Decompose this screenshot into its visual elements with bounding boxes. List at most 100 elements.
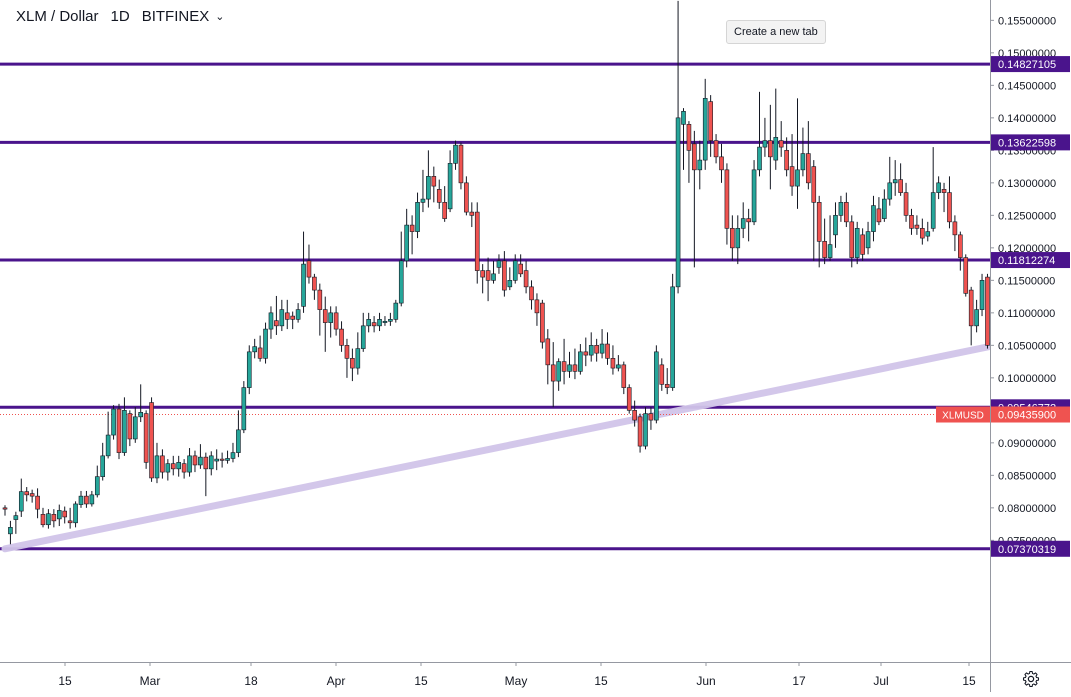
candle-body [360,325,366,349]
candle [295,303,301,323]
candle [621,361,627,395]
candle-body [800,153,806,171]
candle-body [192,455,198,466]
candle [730,215,735,261]
candle [480,264,485,294]
candle-body [898,179,903,193]
candle-body [426,176,431,200]
candle-body [719,156,724,171]
candle-body [854,228,860,258]
candle-body [322,309,328,323]
candle-body [865,231,871,249]
candle-body [811,166,817,203]
candle-body [491,273,496,281]
candle-body [165,463,171,473]
candle-body [556,361,561,382]
candle-body [474,211,480,271]
candle-body [692,143,697,171]
candle-body [306,260,312,278]
new-tab-tooltip[interactable]: Create a new tab [726,20,826,44]
candle [751,160,757,226]
candle-body [46,513,51,526]
candle-body [13,515,19,520]
candle [149,397,154,482]
candle [757,91,762,177]
candle [187,448,192,477]
symbol-legend[interactable]: XLM / Dollar 1D BITFINEX ⌄ [16,8,224,25]
candle-body [480,270,485,278]
candle [822,218,827,265]
candle-body [339,328,344,346]
candle [447,150,453,213]
y-tick-label: 0.14500000 [998,80,1056,92]
candle-body [512,260,518,281]
candle-body [388,319,393,322]
candle [512,254,518,284]
candle-body [24,491,30,496]
candle-body [366,319,371,327]
candle [176,455,181,477]
candle-body [914,224,920,229]
candle-body [724,169,730,229]
candle [778,121,784,157]
x-tick-label: Jun [696,674,715,688]
candle [322,296,328,352]
candle [534,293,540,326]
candle-body [778,140,784,148]
candle [105,411,111,459]
candle [936,176,941,200]
candle-body [702,98,708,161]
candle [29,489,35,503]
candle [301,231,306,313]
candle [398,231,404,307]
candle-body [284,312,290,320]
exchange-label: BITFINEX [141,8,210,25]
candle [681,108,686,170]
candle-body [382,320,388,323]
candle-body [681,111,686,125]
candle-body [903,192,909,216]
candle-body [225,458,230,461]
candle [941,182,947,213]
candle [458,142,464,190]
x-tick-label: 15 [414,674,428,688]
candle-body [947,192,952,223]
candle-body [605,343,610,359]
candle-body [398,260,404,304]
gear-icon[interactable] [1021,669,1041,689]
candle [523,260,529,294]
chevron-down-icon[interactable]: ⌄ [215,11,225,23]
candle-body [762,140,768,148]
candle-body [458,144,464,184]
candle-body [170,463,176,470]
candle-body [664,384,670,388]
candle [762,117,768,157]
candle [800,127,806,177]
candle [735,215,741,265]
candle [491,260,496,284]
x-tick-label: Apr [327,674,346,688]
candle-body [594,345,599,354]
candle [686,121,692,183]
candle-body [991,342,995,352]
candle [507,267,513,291]
candle [404,208,409,268]
candle-body [523,270,529,288]
candle [768,104,773,190]
candle-body [138,411,143,418]
candle-body [930,192,936,229]
candle-body [925,231,931,237]
candle [371,316,377,333]
candle [659,358,665,391]
candle-body [507,280,513,288]
candle [740,202,746,239]
x-tick-label: 15 [962,674,976,688]
x-tick-label: Jul [873,674,888,688]
candle-body [540,302,545,343]
candle-body [100,455,106,477]
candle [556,358,561,391]
candle [474,202,480,284]
candle-body [735,228,741,249]
